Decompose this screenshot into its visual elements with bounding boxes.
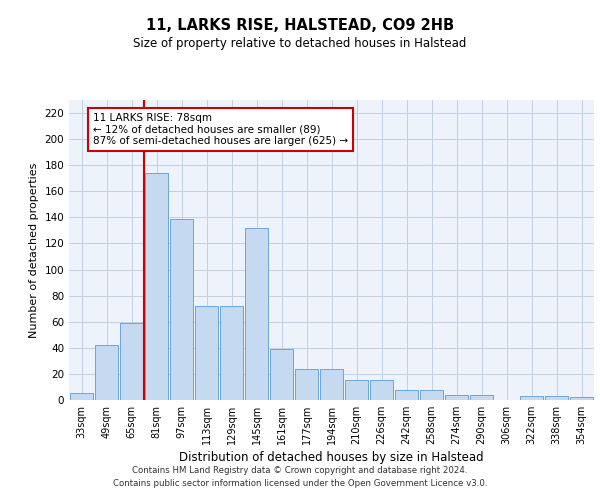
X-axis label: Distribution of detached houses by size in Halstead: Distribution of detached houses by size … [179, 451, 484, 464]
Bar [545, 396, 568, 400]
Bar [220, 306, 243, 400]
Bar [445, 395, 468, 400]
Bar [195, 306, 218, 400]
Text: Size of property relative to detached houses in Halstead: Size of property relative to detached ho… [133, 38, 467, 51]
Bar [145, 173, 168, 400]
Bar [370, 380, 393, 400]
Text: 11 LARKS RISE: 78sqm
← 12% of detached houses are smaller (89)
87% of semi-detac: 11 LARKS RISE: 78sqm ← 12% of detached h… [93, 113, 348, 146]
Bar [270, 349, 293, 400]
Y-axis label: Number of detached properties: Number of detached properties [29, 162, 39, 338]
Bar [570, 398, 593, 400]
Bar [70, 394, 93, 400]
Bar [345, 380, 368, 400]
Bar [120, 323, 143, 400]
Bar [395, 390, 418, 400]
Bar [245, 228, 268, 400]
Bar [95, 345, 118, 400]
Bar [170, 218, 193, 400]
Bar [320, 368, 343, 400]
Text: Contains HM Land Registry data © Crown copyright and database right 2024.
Contai: Contains HM Land Registry data © Crown c… [113, 466, 487, 487]
Bar [295, 368, 318, 400]
Text: 11, LARKS RISE, HALSTEAD, CO9 2HB: 11, LARKS RISE, HALSTEAD, CO9 2HB [146, 18, 454, 32]
Bar [420, 390, 443, 400]
Bar [470, 395, 493, 400]
Bar [520, 396, 543, 400]
